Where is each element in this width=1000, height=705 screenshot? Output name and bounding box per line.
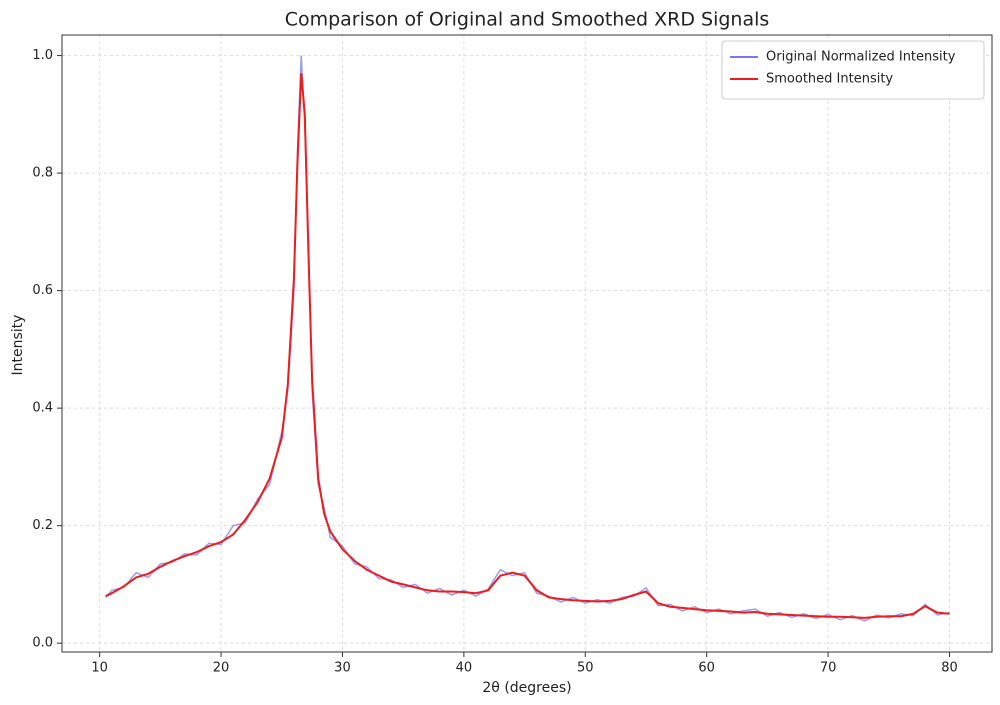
- x-tick-label: 60: [698, 661, 715, 676]
- x-axis-label: 2θ (degrees): [482, 680, 571, 696]
- x-tick-label: 80: [941, 661, 958, 676]
- y-tick-label: 0.8: [32, 166, 53, 181]
- x-tick-label: 40: [456, 661, 473, 676]
- y-axis-label: Intensity: [10, 315, 26, 376]
- series-line: [105, 73, 950, 619]
- y-tick-label: 0.4: [32, 401, 53, 416]
- y-tick-label: 0.2: [32, 518, 53, 533]
- y-tick-label: 1.0: [32, 48, 53, 63]
- y-tick-label: 0.0: [32, 636, 53, 651]
- x-tick-label: 30: [334, 661, 351, 676]
- x-tick-label: 50: [577, 661, 594, 676]
- x-tick-label: 70: [820, 661, 837, 676]
- y-tick-label: 0.6: [32, 283, 53, 298]
- x-tick-label: 20: [213, 661, 230, 676]
- plot-frame: [61, 34, 993, 653]
- legend-label: Original Normalized Intensity: [766, 50, 956, 65]
- chart-title: Comparison of Original and Smoothed XRD …: [285, 9, 770, 31]
- x-tick-label: 10: [91, 661, 108, 676]
- legend-box: [721, 40, 985, 100]
- legend-label: Smoothed Intensity: [766, 72, 893, 87]
